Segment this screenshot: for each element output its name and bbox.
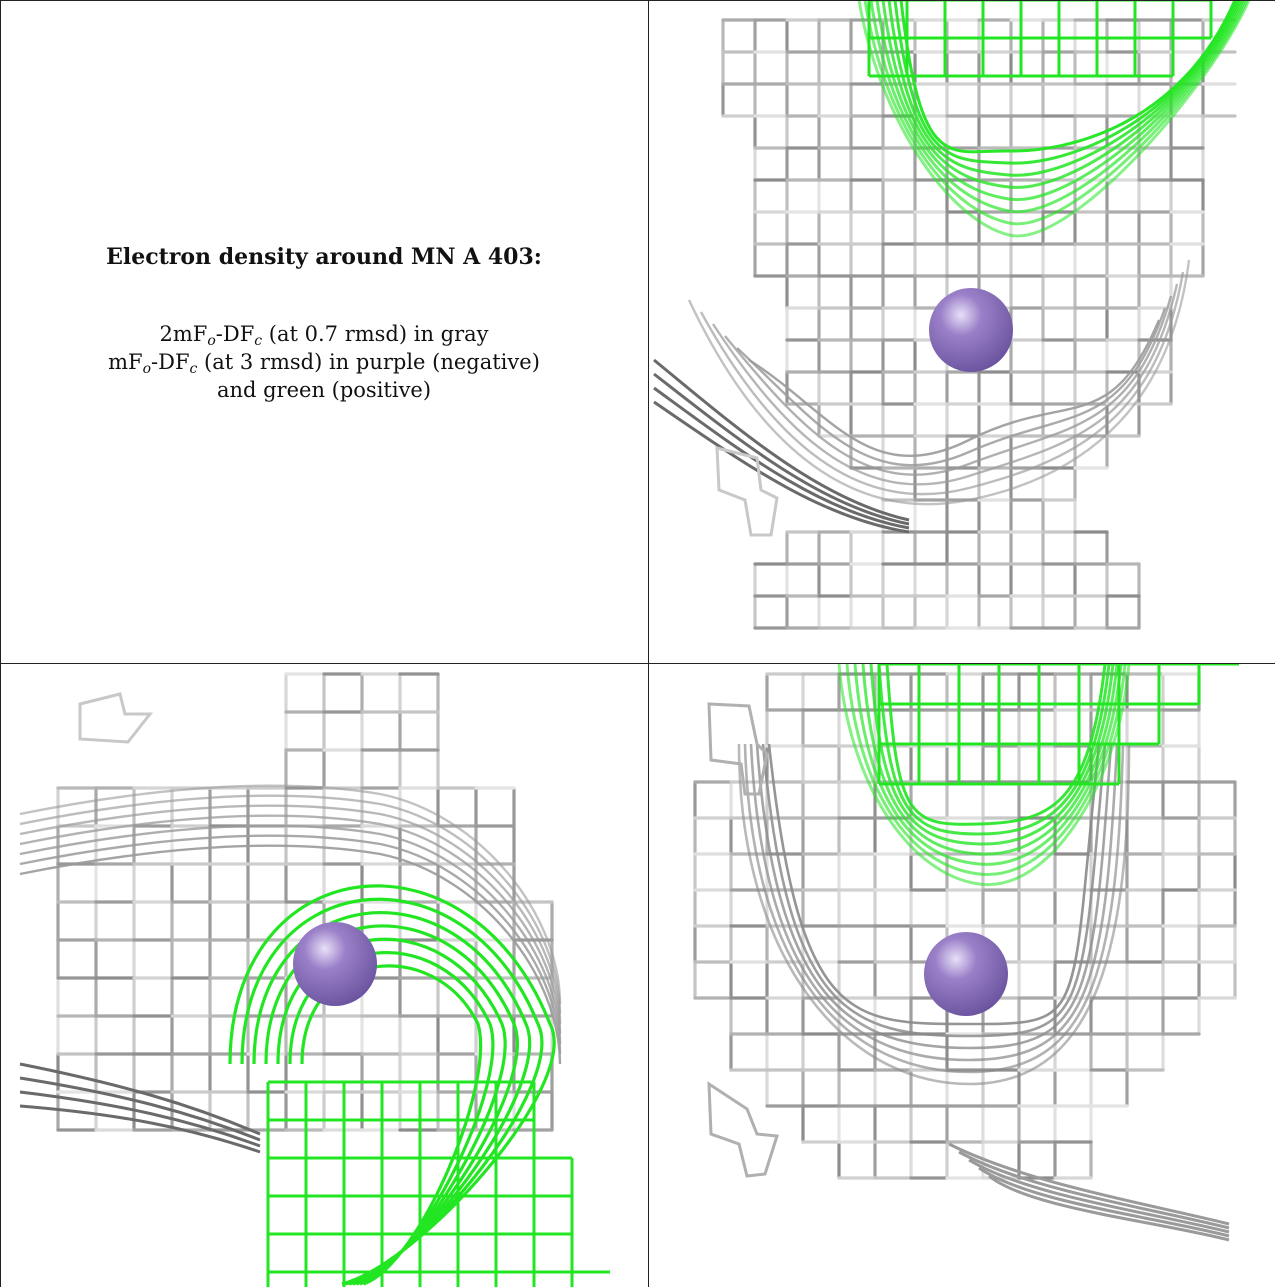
- frame-mid-vertical: [648, 0, 649, 1287]
- green-positive-contours: [837, 664, 1131, 887]
- caption-title: Electron density around MN A 403:: [106, 244, 542, 270]
- frame-mid-horizontal: [0, 663, 1275, 664]
- gray-density-contours: [737, 743, 1131, 1086]
- manganese-ion: [929, 288, 1013, 372]
- caption-line-green: and green (positive): [216, 378, 432, 402]
- green-positive-contours: [857, 0, 1251, 238]
- gray-density-mesh: [693, 672, 1237, 1180]
- green-positive-mesh: [266, 1080, 610, 1287]
- gray-fragment: [78, 692, 154, 744]
- manganese-ion: [293, 922, 377, 1006]
- view-top-right: [649, 0, 1275, 663]
- density-mesh-view-2: [19, 672, 610, 1287]
- frame-top: [0, 0, 1275, 1]
- density-mesh-view-3: [693, 664, 1239, 1242]
- green-positive-contours: [228, 884, 556, 1286]
- caption-body: 2mFo-DFc (at 0.7 rmsd) in gray mFo-DFc (…: [0, 320, 648, 404]
- gray-density-edge: [653, 358, 910, 534]
- gray-fragment: [715, 446, 779, 537]
- green-positive-mesh: [867, 0, 1213, 78]
- density-mesh-view-1: [653, 0, 1251, 630]
- gray-density-contours: [19, 784, 562, 1065]
- gray-density-mesh: [721, 18, 1237, 630]
- frame-left: [0, 0, 1, 1287]
- manganese-ion: [924, 932, 1008, 1016]
- view-bottom-left: [0, 664, 648, 1287]
- green-positive-mesh: [877, 664, 1239, 786]
- caption-line-2mfo: 2mFo-DFc (at 0.7 rmsd) in gray: [159, 322, 489, 349]
- gray-fragment: [707, 702, 779, 1178]
- gray-density-tail: [948, 1142, 1230, 1242]
- caption-panel: Electron density around MN A 403: 2mFo-D…: [0, 0, 648, 663]
- caption-line-mfo: mFo-DFc (at 3 rmsd) in purple (negative): [108, 350, 540, 377]
- gray-density-contours: [687, 259, 1191, 506]
- view-bottom-right: [649, 664, 1275, 1287]
- gray-density-edge: [19, 1062, 261, 1154]
